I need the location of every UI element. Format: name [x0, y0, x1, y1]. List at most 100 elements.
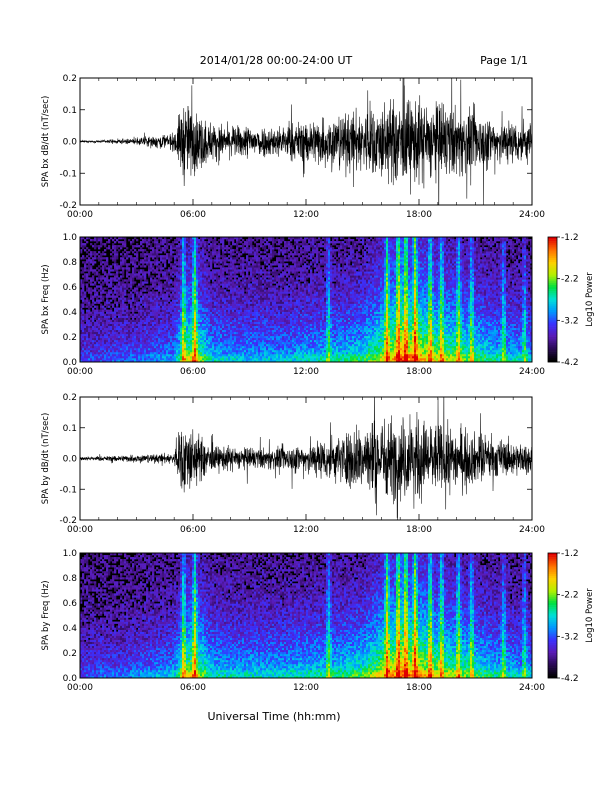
spectrogram-cell: [148, 338, 150, 340]
spectrogram-cell: [140, 354, 142, 356]
spectrogram-cell: [126, 308, 128, 310]
spectrogram-cell: [128, 251, 130, 253]
spectrogram-cell: [124, 245, 126, 247]
spectrogram-cell: [122, 281, 124, 283]
spectrogram-cell: [94, 283, 96, 285]
spectrogram-cell: [116, 332, 118, 334]
spectrogram-cell: [84, 291, 86, 293]
spectrogram-cell: [84, 358, 86, 360]
spectrogram-cell: [150, 293, 152, 295]
spectrogram-cell: [88, 300, 90, 302]
spectrogram-cell: [96, 297, 98, 299]
spectrogram-cell: [154, 295, 156, 297]
spectrogram-cell: [154, 344, 156, 346]
spectrogram-cell: [154, 358, 156, 360]
spectrogram-cell: [136, 314, 138, 316]
spectrogram-cell: [84, 324, 86, 326]
spectrogram-cell: [144, 322, 146, 324]
spectrogram-cell: [88, 336, 90, 338]
spectrogram-cell: [142, 322, 144, 324]
spectrogram-cell: [150, 338, 152, 340]
spectrogram-cell: [96, 338, 98, 340]
spectrogram-cell: [152, 344, 154, 346]
spectrogram-cell: [134, 322, 136, 324]
spectrogram-cell: [94, 354, 96, 356]
spectrogram-cell: [100, 318, 102, 320]
spectrogram-cell: [86, 275, 88, 277]
spectrogram-cell: [104, 310, 106, 312]
spectrogram-cell: [86, 316, 88, 318]
spectrogram-cell: [122, 338, 124, 340]
spectrogram-cell: [116, 328, 118, 330]
spectrogram-cell: [150, 344, 152, 346]
spectrogram-cell: [88, 289, 90, 291]
spectrogram-cell: [108, 285, 110, 287]
spectrogram-cell: [140, 289, 142, 291]
spectrogram-cell: [92, 289, 94, 291]
spectrogram-cell: [110, 291, 112, 293]
spectrogram-cell: [90, 340, 92, 342]
spectrogram-cell: [100, 285, 102, 287]
spectrogram-cell: [106, 336, 108, 338]
spectrogram-cell: [128, 356, 130, 358]
spectrogram-cell: [150, 239, 152, 241]
spectrogram-cell: [100, 308, 102, 310]
spectrogram-cell: [98, 322, 100, 324]
spectrogram-cell: [136, 273, 138, 275]
spectrogram-cell: [122, 344, 124, 346]
spectrogram-cell: [118, 285, 120, 287]
spectrogram-cell: [128, 239, 130, 241]
spectrogram-cell: [120, 275, 122, 277]
spectrogram-cell: [102, 338, 104, 340]
spectrogram-cell: [104, 245, 106, 247]
spectrogram-cell: [94, 336, 96, 338]
spectrogram-cell: [148, 261, 150, 263]
spectrogram-cell: [140, 306, 142, 308]
spectrogram-cell: [120, 344, 122, 346]
spectrogram-cell: [94, 257, 96, 259]
spectrogram-cell: [126, 352, 128, 354]
spectrogram-cell: [140, 291, 142, 293]
spectrogram-cell: [146, 285, 148, 287]
spectrogram-cell: [140, 318, 142, 320]
spectrogram-cell: [110, 277, 112, 279]
spectrogram-cell: [132, 344, 134, 346]
spectrogram-cell: [94, 287, 96, 289]
spectrogram-cell: [154, 346, 156, 348]
spectrogram-cell: [112, 239, 114, 241]
spectrogram-cell: [126, 318, 128, 320]
spectrogram-cell: [108, 328, 110, 330]
spectrogram-cell: [124, 253, 126, 255]
spectrogram-cell: [124, 350, 126, 352]
spectrogram-cell: [106, 320, 108, 322]
spectrogram-cell: [126, 312, 128, 314]
spectrogram-cell: [132, 356, 134, 358]
spectrogram-cell: [84, 320, 86, 322]
spectrogram-cell: [102, 265, 104, 267]
spectrogram-cell: [154, 348, 156, 350]
spectrogram-cell: [156, 356, 158, 358]
spectrogram-cell: [92, 257, 94, 259]
spectrogram-cell: [122, 316, 124, 318]
spectrogram-cell: [138, 277, 140, 279]
spectrogram-cell: [108, 289, 110, 291]
spectrogram-cell: [152, 312, 154, 314]
spectrogram-cell: [134, 316, 136, 318]
spectrogram-cell: [142, 241, 144, 243]
spectrogram-cell: [86, 297, 88, 299]
spectrogram-cell: [82, 261, 84, 263]
spectrogram-cell: [92, 358, 94, 360]
spectrogram-cell: [94, 314, 96, 316]
spectrogram-cell: [92, 354, 94, 356]
spectrogram-cell: [96, 330, 98, 332]
spectrogram-cell: [94, 245, 96, 247]
spectrogram-cell: [104, 265, 106, 267]
spectrogram-cell: [132, 354, 134, 356]
spectrogram-cell: [98, 324, 100, 326]
spectrogram-cell: [98, 265, 100, 267]
spectrogram-cell: [130, 295, 132, 297]
spectrogram-cell: [114, 334, 116, 336]
spectrogram-cell: [82, 330, 84, 332]
spectrogram-cell: [86, 342, 88, 344]
spectrogram-cell: [140, 275, 142, 277]
